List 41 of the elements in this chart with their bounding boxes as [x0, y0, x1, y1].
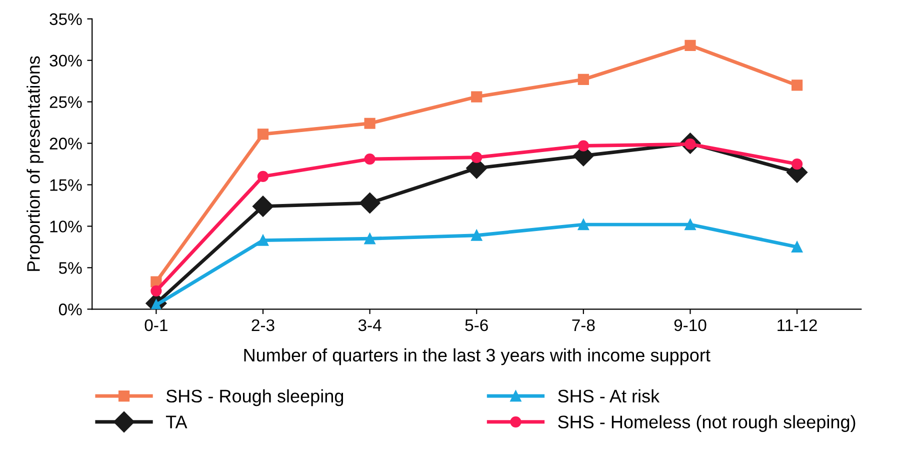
x-tick-label: 3-4	[358, 319, 382, 332]
point	[684, 219, 696, 230]
point	[578, 219, 589, 230]
point	[578, 140, 589, 152]
y-tick-label: 10%	[50, 220, 82, 232]
legend-label: SHS - At risk	[558, 389, 660, 403]
y-tick-label: 0%	[58, 304, 82, 316]
y-tick-label: 35%	[50, 13, 82, 26]
point	[791, 80, 803, 91]
point	[364, 153, 376, 165]
y-tick-label: 5%	[58, 262, 82, 274]
point	[252, 196, 274, 217]
legend-label: SHS - Rough sleeping	[166, 389, 344, 406]
point	[364, 118, 376, 129]
y-axis-title: Proportion of presentations	[26, 56, 44, 271]
x-tick-label: 2-3	[252, 319, 274, 332]
x-tick-label: 11-12	[778, 319, 817, 331]
point	[791, 158, 803, 170]
point	[471, 91, 482, 102]
legend-label: TA	[166, 416, 188, 428]
legend-label: SHS - Homeless (not rough sleeping)	[558, 415, 856, 432]
point	[257, 234, 269, 246]
point	[257, 170, 269, 182]
x-tick-label: 5-6	[465, 319, 488, 332]
point	[471, 230, 482, 241]
x-axis-title: Number of quarters in the last 3 years with income support	[244, 348, 710, 366]
point	[684, 40, 696, 51]
point	[364, 233, 376, 244]
point	[257, 128, 269, 140]
y-tick-label: 25%	[50, 96, 82, 108]
x-tick-label: 0-1	[144, 319, 168, 332]
y-tick-label: 15%	[50, 179, 82, 191]
point	[150, 285, 162, 296]
point	[791, 241, 803, 253]
point	[359, 192, 380, 214]
point	[578, 74, 589, 85]
x-tick-label: 7-8	[572, 319, 595, 332]
point	[471, 152, 482, 163]
y-tick-label: 30%	[50, 54, 82, 67]
x-tick-label: 9-10	[674, 319, 706, 332]
y-tick-label: 20%	[50, 138, 82, 150]
